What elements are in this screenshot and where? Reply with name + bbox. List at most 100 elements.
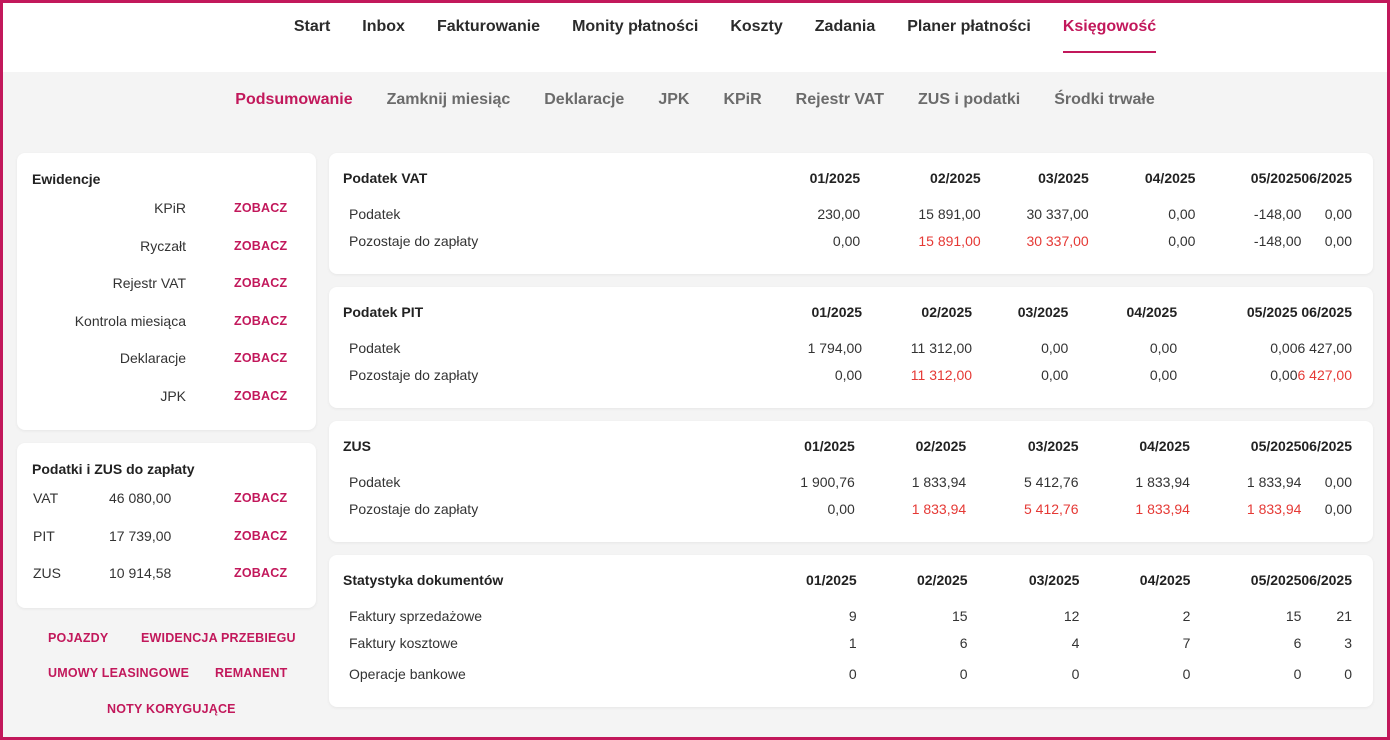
table-row: Podatek 230,00 15 891,00 30 337,00 0,00 -148,…: [343, 189, 1352, 225]
tab-kpir[interactable]: KPiR: [723, 91, 762, 108]
top-nav-zadania[interactable]: Zadania: [814, 18, 876, 35]
value-cell: 7: [1182, 634, 1191, 651]
tax-amount: 17 739,00: [109, 528, 172, 544]
value-cell: 0,00: [1041, 366, 1069, 383]
ewidencje-row: JPK ZOBACZ: [17, 388, 316, 408]
value-cell: 5 412,76: [1024, 500, 1079, 517]
table-row: Faktury kosztowe 1 6 4 7 6 3: [343, 627, 1352, 658]
month-header: 05/2025: [1246, 304, 1298, 320]
value-cell: 0,00: [1270, 366, 1298, 383]
ewidencje-label: KPiR: [154, 200, 186, 216]
zobacz-rejestr-vat-link[interactable]: ZOBACZ: [234, 276, 288, 290]
value-cell: 0,00: [1324, 474, 1352, 490]
remanent-link[interactable]: REMANENT: [215, 666, 288, 680]
value-cell: 0,00: [1168, 232, 1196, 249]
tab-jpk[interactable]: JPK: [658, 91, 690, 108]
document-stats-table: Statystyka dokumentów 01/2025 02/2025 03/20…: [343, 569, 1352, 689]
value-cell: 0,00: [1149, 340, 1178, 356]
tab-zus-podatki[interactable]: ZUS i podatki: [918, 91, 1021, 108]
top-nav-koszty[interactable]: Koszty: [730, 18, 783, 35]
table-row: Podatek 1 794,00 11 312,00 0,00 0,00 0,00 6 42…: [343, 323, 1352, 359]
ewidencja-przebiegu-link[interactable]: EWIDENCJA PRZEBIEGU: [141, 631, 296, 645]
zobacz-kpir-link[interactable]: ZOBACZ: [234, 201, 288, 215]
ewidencje-label: Kontrola miesiąca: [74, 313, 186, 329]
top-nav: Start Inbox Fakturowanie Monity płatnośc…: [0, 0, 1390, 72]
zus-table: ZUS 01/2025 02/2025 03/2025 04/2025 05/2025 06…: [343, 435, 1352, 524]
value-cell: 15 891,00: [918, 206, 981, 222]
zobacz-zus-link[interactable]: ZOBACZ: [234, 566, 288, 580]
month-header: 01/2025: [804, 438, 855, 454]
zobacz-kontrola-link[interactable]: ZOBACZ: [234, 314, 288, 328]
ewidencje-title: Ewidencje: [32, 171, 101, 187]
tab-srodki-trwale[interactable]: Środki trwałe: [1054, 91, 1155, 108]
top-nav-start[interactable]: Start: [293, 18, 331, 35]
table-title: Statystyka dokumentów: [343, 572, 504, 588]
table-row: Pozostaje do zapłaty 0,00 15 891,00 30 337,…: [343, 225, 1352, 256]
table-row: Operacje bankowe 0 0 0 0 0 0: [343, 658, 1352, 689]
month-header: 06/2025: [1301, 438, 1352, 454]
table-title: ZUS: [343, 438, 371, 454]
zobacz-jpk-link[interactable]: ZOBACZ: [234, 389, 288, 403]
value-cell: 30 337,00: [1026, 232, 1089, 249]
value-cell: -148,00: [1253, 206, 1302, 222]
value-cell: 15 891,00: [918, 232, 981, 249]
value-cell: 5 412,76: [1024, 474, 1079, 490]
row-label: Operacje bankowe: [349, 665, 466, 682]
month-header: 01/2025: [806, 572, 857, 588]
value-cell: 1 833,94: [1246, 500, 1302, 517]
zus-summary-card: ZUS 01/2025 02/2025 03/2025 04/2025 05/2025 06…: [329, 421, 1373, 542]
table-header-row: Podatek PIT 01/2025 02/2025 03/2025 04/2025 0…: [343, 301, 1352, 323]
month-header: 04/2025: [1139, 438, 1190, 454]
month-header: 02/2025: [930, 170, 981, 186]
podatki-zus-card: Podatki i ZUS do zapłaty VAT 46 080,00 Z…: [17, 443, 316, 608]
value-cell: 0,00: [832, 232, 861, 249]
row-label: Pozostaje do zapłaty: [349, 232, 479, 249]
row-label: Faktury kosztowe: [349, 634, 458, 651]
zobacz-deklaracje-link[interactable]: ZOBACZ: [234, 351, 288, 365]
value-cell: 0,00: [1324, 232, 1352, 249]
table-row: Podatek 1 900,76 1 833,94 5 412,76 1 833,94 1…: [343, 457, 1352, 493]
tab-deklaracje[interactable]: Deklaracje: [544, 91, 625, 108]
noty-korygujace-link[interactable]: NOTY KORYGUJĄCE: [107, 702, 236, 716]
tax-name: ZUS: [33, 565, 61, 581]
zobacz-vat-link[interactable]: ZOBACZ: [234, 491, 288, 505]
table-title: Podatek VAT: [343, 170, 428, 186]
month-header: 05/2025: [1250, 170, 1302, 186]
value-cell: 6: [959, 634, 968, 651]
value-cell: 6 427,00: [1297, 340, 1353, 356]
ewidencje-row: Rejestr VAT ZOBACZ: [17, 275, 316, 295]
podatki-row: PIT 17 739,00 ZOBACZ: [17, 528, 316, 548]
top-nav-inbox[interactable]: Inbox: [362, 18, 405, 35]
value-cell: 1 794,00: [807, 340, 863, 356]
value-cell: 0: [1293, 665, 1302, 682]
ewidencje-row: Deklaracje ZOBACZ: [17, 350, 316, 370]
zobacz-pit-link[interactable]: ZOBACZ: [234, 529, 288, 543]
pit-summary-card: Podatek PIT 01/2025 02/2025 03/2025 04/2025 0…: [329, 287, 1373, 408]
month-header: 05/2025: [1250, 572, 1302, 588]
top-nav-monity[interactable]: Monity płatności: [572, 18, 699, 35]
tab-zamknij-miesiac[interactable]: Zamknij miesiąc: [386, 91, 511, 108]
tab-podsumowanie[interactable]: Podsumowanie: [235, 91, 353, 108]
row-label: Podatek: [349, 340, 401, 356]
tax-name: VAT: [33, 490, 59, 506]
pojazdy-link[interactable]: POJAZDY: [48, 631, 109, 645]
value-cell: 2: [1182, 608, 1191, 624]
top-nav-fakturowanie[interactable]: Fakturowanie: [436, 18, 541, 35]
document-stats-card: Statystyka dokumentów 01/2025 02/2025 03/20…: [329, 555, 1373, 707]
umowy-leasingowe-link[interactable]: UMOWY LEASINGOWE: [48, 666, 190, 680]
top-nav-planer[interactable]: Planer płatności: [907, 18, 1031, 35]
zobacz-ryczalt-link[interactable]: ZOBACZ: [234, 239, 288, 253]
value-cell: 0: [1344, 665, 1352, 682]
value-cell: 1 833,94: [911, 474, 967, 490]
value-cell: 0,00: [827, 500, 855, 517]
pit-table: Podatek PIT 01/2025 02/2025 03/2025 04/2025 0…: [343, 301, 1352, 390]
value-cell: 6: [1293, 634, 1302, 651]
ewidencje-row: KPiR ZOBACZ: [17, 200, 316, 220]
value-cell: -148,00: [1253, 232, 1302, 249]
vat-table: Podatek VAT 01/2025 02/2025 03/2025 04/2025 0…: [343, 167, 1352, 256]
tab-rejestr-vat[interactable]: Rejestr VAT: [795, 91, 884, 108]
top-nav-ksiegowosc[interactable]: Księgowość: [1062, 0, 1157, 54]
month-header: 02/2025: [915, 438, 967, 454]
value-cell: 0,00: [1041, 340, 1069, 356]
value-cell: 12: [1063, 608, 1080, 624]
